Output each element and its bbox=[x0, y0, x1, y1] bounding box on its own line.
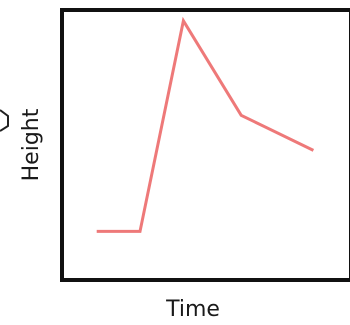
y-axis-title: Height bbox=[19, 108, 44, 181]
plot-area bbox=[96, 16, 315, 233]
left-edge-cropped-mark bbox=[0, 109, 9, 132]
plot-frame bbox=[60, 8, 350, 282]
series-line bbox=[96, 16, 315, 233]
x-axis-title: Time bbox=[165, 297, 220, 322]
